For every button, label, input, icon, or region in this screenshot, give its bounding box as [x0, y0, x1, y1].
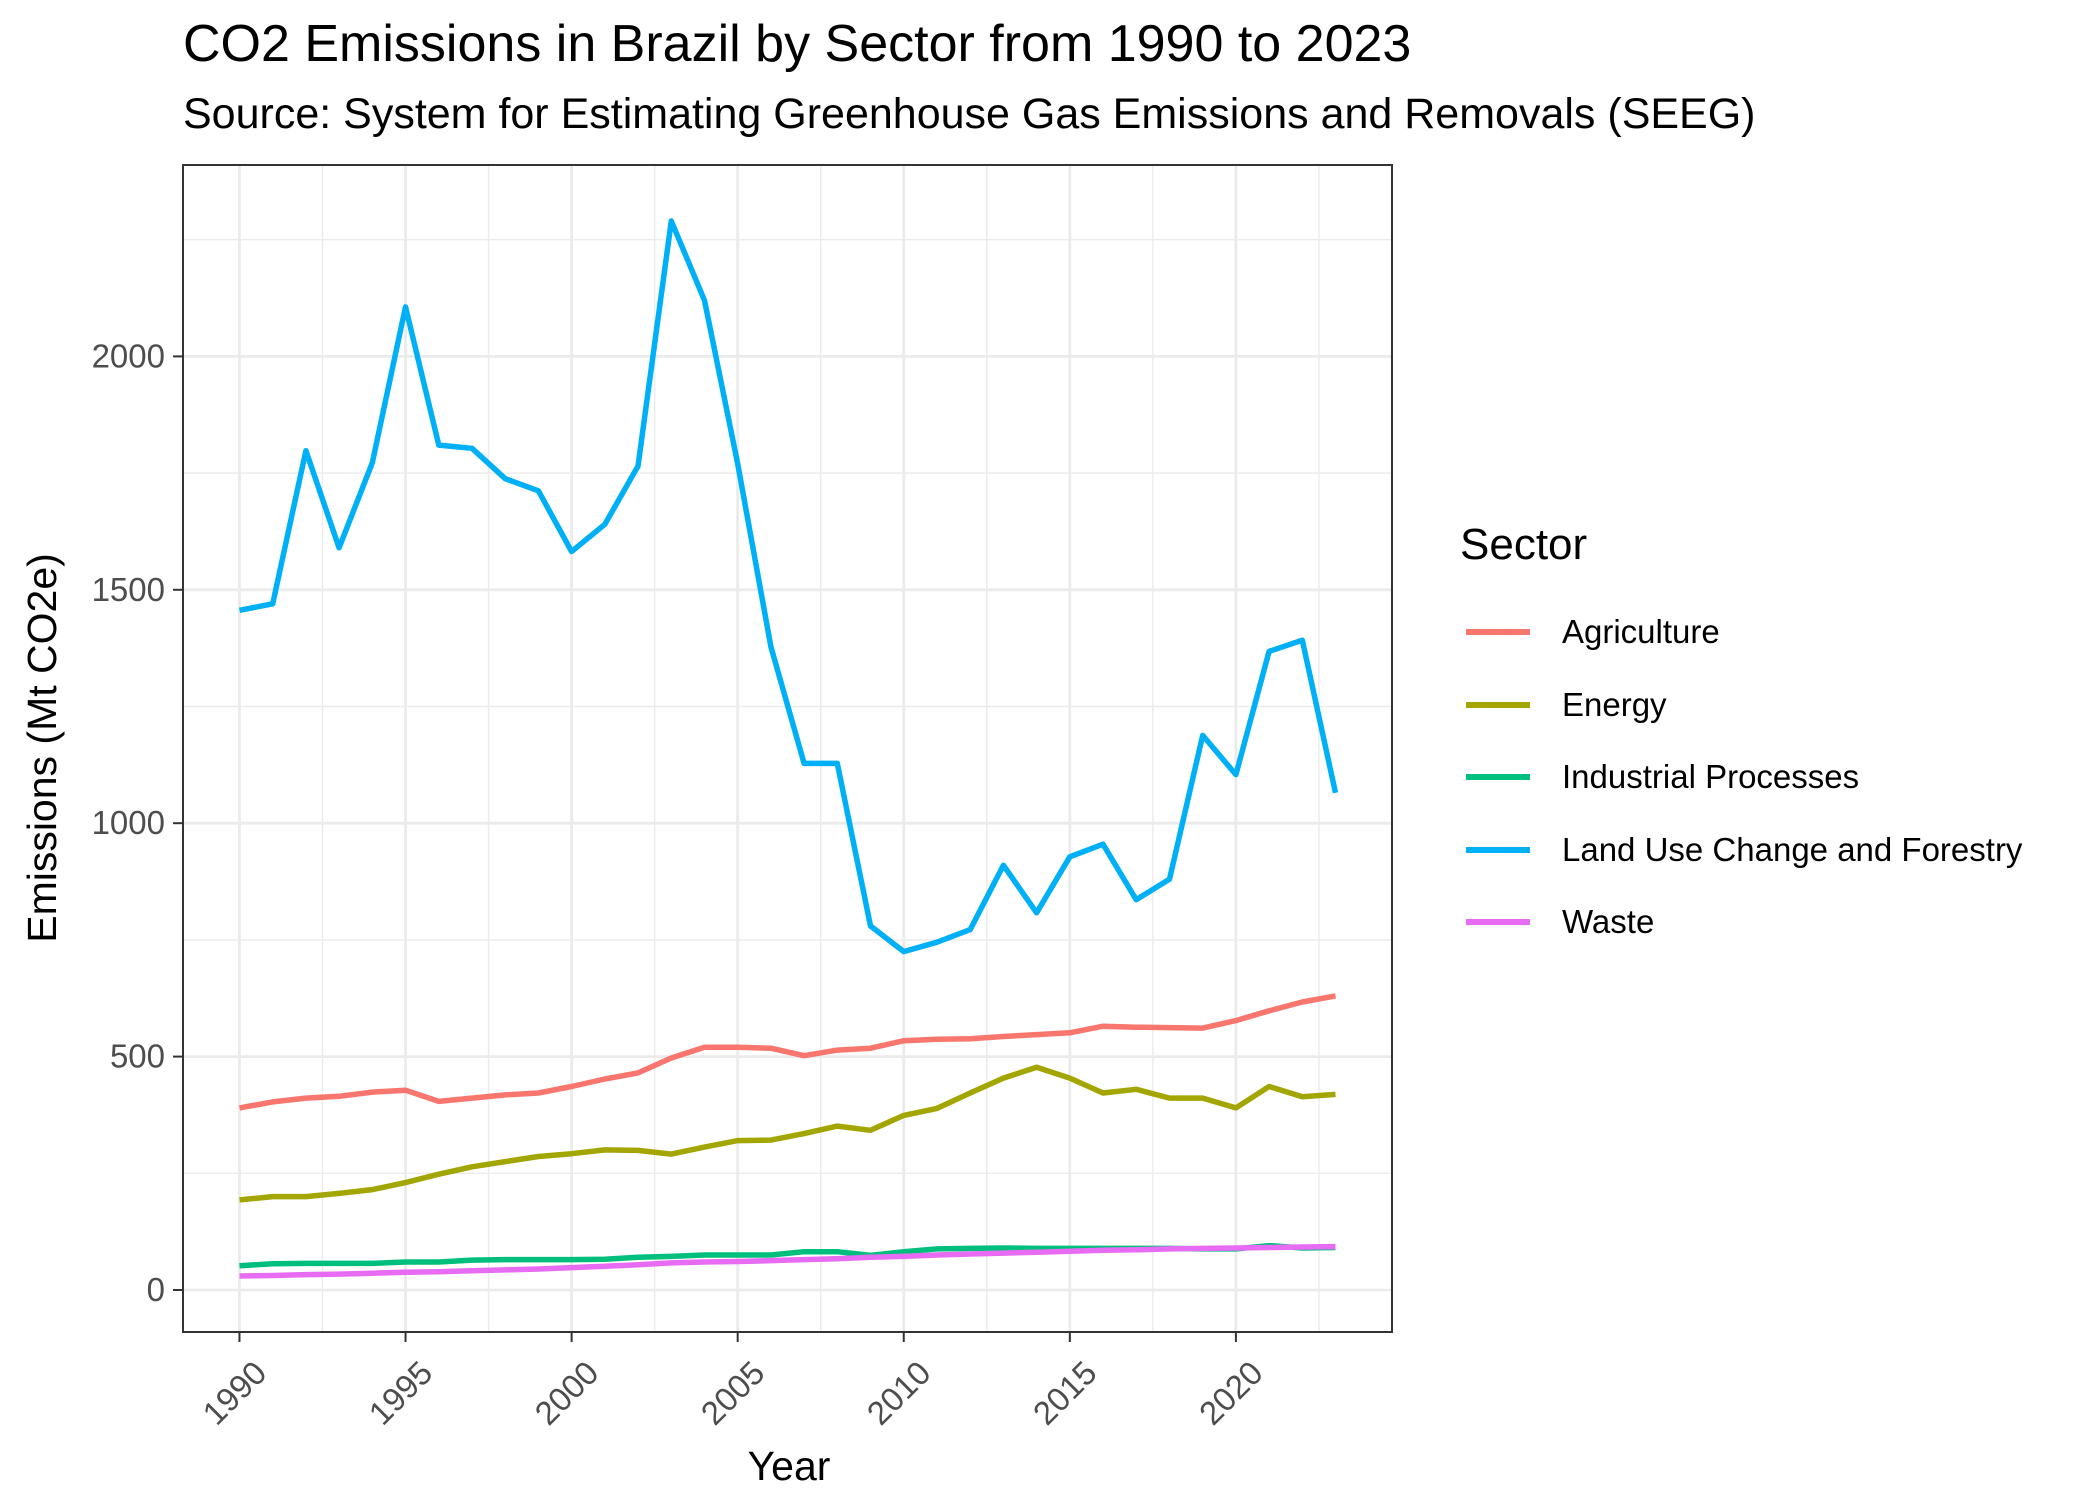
legend-swatch	[1466, 919, 1530, 926]
minor-gridlines	[183, 165, 1392, 1332]
legend-label: Industrial Processes	[1562, 758, 1860, 796]
legend-label: Energy	[1562, 685, 1667, 723]
legend-item-land-use-change-and-forestry: Land Use Change and Forestry	[1460, 814, 2022, 887]
y-axis: 0 500 1000 1500 2000	[92, 337, 183, 1308]
x-tick-label: 1990	[195, 1354, 273, 1432]
legend-item-industrial-processes: Industrial Processes	[1460, 741, 2022, 814]
legend-swatch	[1466, 774, 1530, 781]
major-gridlines	[183, 165, 1392, 1332]
legend-label: Agriculture	[1562, 613, 1720, 651]
panel-border	[182, 164, 1393, 1333]
y-tick-label: 500	[110, 1038, 165, 1075]
y-tick-label: 2000	[92, 337, 165, 374]
series-line-agriculture	[239, 993, 1336, 1111]
y-tick-label: 1500	[92, 571, 165, 608]
legend-item-waste: Waste	[1460, 886, 2022, 959]
y-axis-title: Emissions (Mt CO2e)	[19, 553, 65, 943]
x-axis: 1990 1995 2000 2005 2010 2015 2020	[195, 1332, 1270, 1432]
legend: Sector Agriculture Energy Industrial Proce…	[1460, 520, 2022, 959]
series-line-waste	[239, 1243, 1336, 1279]
legend-item-energy: Energy	[1460, 669, 2022, 742]
legend-items: Agriculture Energy Industrial Processes Lan…	[1460, 596, 2022, 959]
legend-title: Sector	[1460, 520, 1588, 569]
x-axis-title: Year	[748, 1443, 831, 1489]
legend-label: Waste	[1562, 903, 1655, 941]
chart-subtitle: Source: System for Estimating Greenhouse…	[183, 90, 1756, 138]
x-tick-label: 2020	[1192, 1354, 1270, 1432]
legend-swatch	[1466, 629, 1530, 636]
x-tick-label: 2005	[694, 1354, 772, 1432]
series-lines	[238, 218, 1339, 1279]
chart-title: CO2 Emissions in Brazil by Sector from 1…	[183, 15, 1412, 73]
x-tick-label: 2010	[860, 1354, 938, 1432]
series-line-land-use-change-and-forestry	[238, 218, 1339, 955]
x-tick-label: 2015	[1026, 1354, 1104, 1432]
legend-label: Land Use Change and Forestry	[1562, 830, 2023, 868]
legend-swatch	[1466, 846, 1530, 853]
legend-item-agriculture: Agriculture	[1460, 596, 2022, 669]
y-tick-label: 1000	[92, 804, 165, 841]
y-tick-label: 0	[147, 1271, 165, 1308]
legend-swatch	[1466, 701, 1530, 708]
series-line-energy	[239, 1064, 1336, 1203]
x-tick-label: 1995	[361, 1354, 439, 1432]
x-tick-label: 2000	[527, 1354, 605, 1432]
